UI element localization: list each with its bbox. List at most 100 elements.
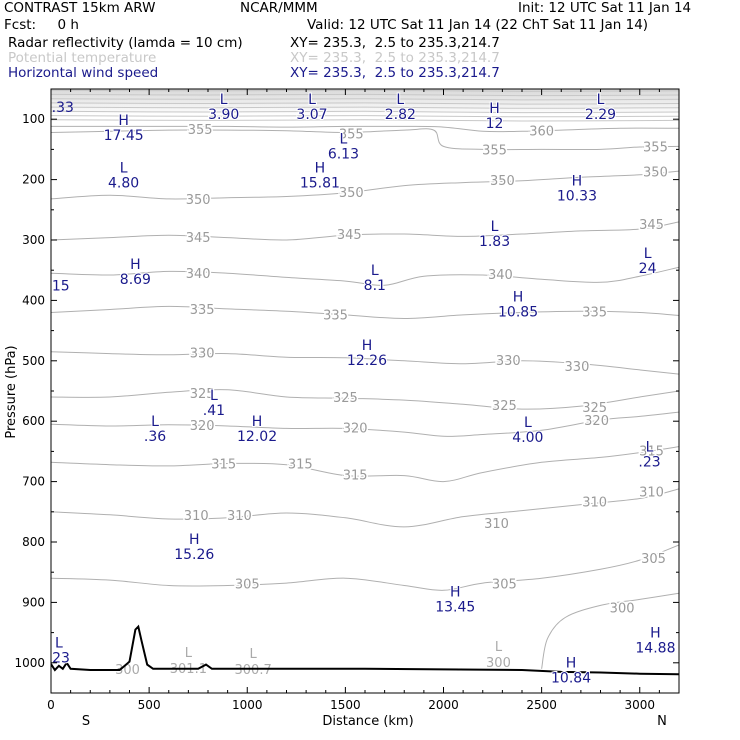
wind-extremum-value: 12: [486, 116, 504, 132]
model-title: CONTRAST 15km ARW: [4, 0, 156, 16]
theta-label: 315: [211, 458, 236, 473]
theta-label: 350: [186, 193, 211, 208]
wind-extremum-marker: H: [252, 414, 263, 430]
wind-extremum-value: .36: [144, 429, 166, 445]
wind-extremum-value: 2.29: [585, 107, 616, 123]
wind-extremum-marker: H: [489, 101, 500, 117]
theta-label: 305: [235, 577, 260, 592]
theta-contour-330: [51, 351, 679, 375]
wind-extremum-marker: L: [151, 414, 159, 430]
wind-edge-value: .33: [52, 100, 74, 116]
x-tick-label: 1500: [330, 698, 361, 712]
theta-label: 310: [227, 509, 252, 524]
theta-label: 360: [529, 124, 554, 139]
wind-extremum-value: 15.26: [174, 547, 214, 563]
x-tick-label: 2500: [526, 698, 557, 712]
dense-theta-line: [51, 106, 679, 109]
forecast-hour: Fcst: 0 h: [4, 17, 79, 33]
theta-label: 355: [339, 127, 364, 142]
wind-extremum-value: 14.88: [635, 640, 675, 656]
wind-extremum-value: 4.80: [108, 175, 139, 191]
theta-label: 330: [565, 360, 590, 375]
theta-label: 325: [582, 401, 607, 416]
theta-contour-315: [51, 446, 679, 483]
theta-label: 340: [488, 268, 513, 283]
theta-label: 310: [582, 496, 607, 511]
wind-extremum-value: 6.13: [328, 146, 359, 162]
wind-extremum-marker: H: [130, 257, 141, 273]
wind-extremum-marker: H: [513, 290, 524, 306]
field-3-name: Horizontal wind speed: [8, 65, 159, 81]
wind-extremum-value: 3.07: [296, 107, 327, 123]
wind-extremum-marker: H: [572, 174, 583, 190]
theta-label: 310: [484, 517, 509, 532]
init-time: Init: 12 UTC Sat 11 Jan 14: [518, 0, 692, 16]
wind-extremum-marker: H: [362, 338, 373, 354]
y-tick-label: 600: [22, 414, 45, 428]
y-tick-label: 500: [22, 354, 45, 368]
x-axis-north-label: N: [657, 714, 667, 729]
wind-extremum-marker: L: [646, 439, 654, 455]
theta-label: 305: [492, 577, 517, 592]
y-tick-label: 900: [22, 595, 45, 609]
theta-label: 315: [639, 444, 664, 459]
faint-extremum-value: 300.7: [235, 663, 272, 678]
dense-theta-line: [51, 115, 679, 118]
wind-extremum-marker: L: [308, 92, 316, 108]
field-1-name: Radar reflectivity (lamda = 10 cm): [8, 35, 243, 51]
theta-label: 335: [190, 303, 215, 318]
wind-extremum-value: 24: [639, 261, 657, 277]
wind-extremum-value: 12.26: [347, 353, 387, 369]
wind-extremum-value: 2.82: [385, 107, 416, 123]
field-2-xy: XY= 235.3, 2.5 to 235.3,214.7: [290, 50, 500, 66]
dense-theta-lines: [51, 89, 679, 122]
wind-extremum-value: 10.33: [557, 189, 597, 205]
wind-edge-value: 15: [52, 278, 70, 294]
theta-contour-300: [541, 592, 679, 669]
axes-group: 0 500 1000 1500 2000 2500 3000 100 200 300 400 500 6…: [14, 89, 679, 712]
y-axis-label: Pressure (hPa): [4, 345, 19, 438]
field-1-xy: XY= 235.3, 2.5 to 235.3,214.7: [290, 35, 500, 51]
theta-label: 355: [643, 141, 668, 156]
wind-extremum-value: 10.85: [498, 305, 538, 321]
x-tick-label: 0: [47, 698, 55, 712]
wind-extremum-value: 4.00: [512, 430, 543, 446]
dense-theta-line: [51, 98, 679, 101]
theta-label: 325: [333, 391, 358, 406]
theta-label: 355: [188, 123, 213, 138]
wind-extremum-marker: H: [566, 656, 577, 672]
theta-label: 315: [288, 458, 313, 473]
theta-contour-325: [51, 389, 679, 410]
theta-label: 335: [323, 309, 348, 324]
wind-extremum-value: 10.84: [551, 671, 591, 687]
valid-time: Valid: 12 UTC Sat 11 Jan 14 (22 ChT Sat …: [307, 17, 649, 33]
faint-extremum-value: 300: [486, 656, 511, 671]
theta-label: 335: [582, 305, 607, 320]
y-tick-label: 700: [22, 475, 45, 489]
wind-extremum-marker: L: [55, 636, 63, 652]
wind-extremum-marker: L: [220, 92, 228, 108]
wind-extremum-marker: L: [396, 92, 404, 108]
wind-extremum-marker: H: [650, 625, 661, 641]
dense-theta-line: [51, 93, 679, 97]
theta-label: 305: [641, 552, 666, 567]
theta-contour-345: [51, 221, 679, 241]
wind-extremum-marker: L: [371, 263, 379, 279]
faint-extremum-marker: L: [185, 646, 193, 661]
theta-label: 340: [186, 267, 211, 282]
theta-label: 310: [639, 485, 664, 500]
dense-theta-line: [51, 102, 679, 105]
terrain-group: [51, 624, 679, 676]
faint-extremum-marker: L: [495, 640, 503, 655]
wind-extremum-marker: L: [491, 219, 499, 235]
wind-extremum-marker: L: [597, 92, 605, 108]
theta-label: 345: [639, 218, 664, 233]
theta-label: 310: [184, 509, 209, 524]
wind-extremum-value: 17.45: [104, 128, 144, 144]
wind-extremum-value: 8.1: [364, 278, 386, 294]
theta-label: 350: [339, 186, 364, 201]
theta-label: 300: [610, 601, 635, 616]
wind-extremum-marker: H: [189, 532, 200, 548]
theta-label: 330: [496, 354, 521, 369]
